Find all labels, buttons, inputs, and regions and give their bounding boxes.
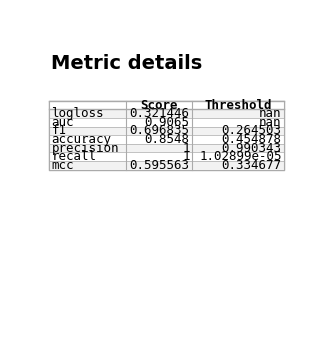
Text: 0.334677: 0.334677 <box>222 159 281 172</box>
Bar <box>49 118 284 126</box>
Text: precision: precision <box>51 142 119 155</box>
Text: 0.990343: 0.990343 <box>222 142 281 155</box>
Text: f1: f1 <box>51 124 66 137</box>
Text: 1: 1 <box>182 150 189 163</box>
Text: 0.595563: 0.595563 <box>130 159 189 172</box>
Text: Metric details: Metric details <box>51 54 203 73</box>
Text: nan: nan <box>259 107 281 120</box>
Text: auc: auc <box>51 116 74 129</box>
Text: 1: 1 <box>182 142 189 155</box>
Text: logloss: logloss <box>51 107 104 120</box>
Text: 0.264503: 0.264503 <box>222 124 281 137</box>
Text: recall: recall <box>51 150 96 163</box>
Bar <box>49 135 284 144</box>
Text: 1.02899e-05: 1.02899e-05 <box>199 150 281 163</box>
Bar <box>49 161 284 170</box>
Text: accuracy: accuracy <box>51 133 112 146</box>
Bar <box>49 153 284 161</box>
Bar <box>49 126 284 135</box>
Text: mcc: mcc <box>51 159 74 172</box>
Text: 0.454878: 0.454878 <box>222 133 281 146</box>
Text: 0.9065: 0.9065 <box>145 116 189 129</box>
Text: nan: nan <box>259 116 281 129</box>
Bar <box>49 109 284 118</box>
Text: Threshold: Threshold <box>204 99 272 112</box>
Bar <box>49 101 284 109</box>
Bar <box>49 101 284 170</box>
Text: Score: Score <box>140 99 178 112</box>
Text: 0.696835: 0.696835 <box>130 124 189 137</box>
Text: 0.321446: 0.321446 <box>130 107 189 120</box>
Text: 0.8548: 0.8548 <box>145 133 189 146</box>
Bar <box>49 144 284 153</box>
